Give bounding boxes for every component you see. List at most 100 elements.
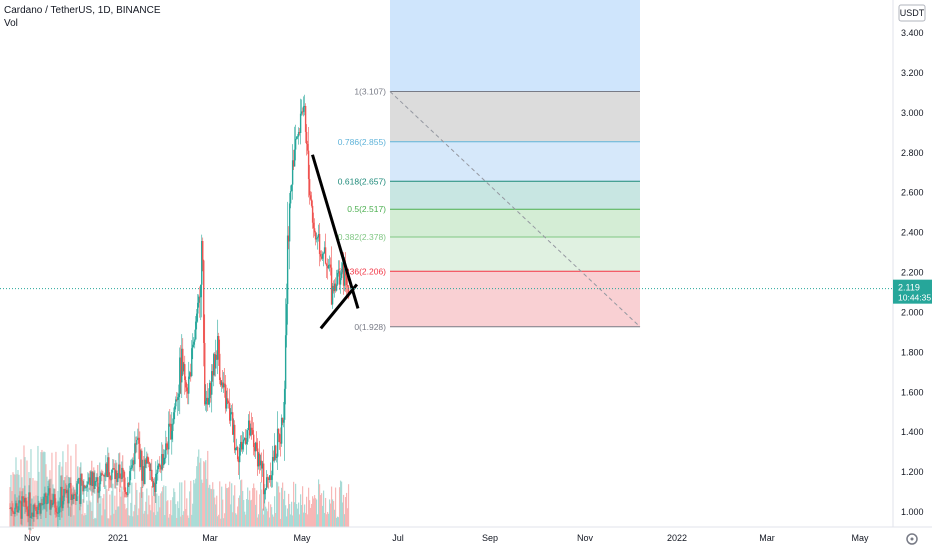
volume-bar <box>220 518 222 527</box>
candle-body <box>182 348 184 372</box>
volume-bar <box>199 462 201 527</box>
candle-body <box>162 454 164 466</box>
candle-body <box>235 447 237 451</box>
volume-bar <box>91 510 93 527</box>
volume-bar <box>269 517 271 527</box>
candle-body <box>96 477 98 481</box>
volume-bar <box>247 487 249 527</box>
candle-body <box>161 454 163 470</box>
candle-body <box>174 406 176 413</box>
volume-bar <box>123 479 125 527</box>
volume-bar <box>280 518 282 527</box>
candle-body <box>44 493 46 498</box>
volume-bar <box>340 481 343 527</box>
volume-bar <box>108 518 110 527</box>
candle-body <box>153 482 155 487</box>
volume-bar <box>158 495 160 527</box>
candle-body <box>36 510 38 515</box>
volume-bar <box>251 499 253 527</box>
volume-bar <box>137 515 139 527</box>
currency-label: USDT <box>900 8 925 18</box>
volume-bar <box>332 501 335 527</box>
candle-body <box>167 447 169 450</box>
candle-body <box>104 475 106 477</box>
volume-bar <box>275 513 277 527</box>
x-tick-label: Nov <box>24 533 41 543</box>
candle-body <box>72 494 74 500</box>
volume-bar <box>151 485 153 527</box>
candle-body <box>92 472 94 487</box>
volume-bar <box>82 499 84 527</box>
volume-bar <box>231 483 233 527</box>
y-tick-label: 1.600 <box>901 387 924 397</box>
candle-body <box>82 481 84 492</box>
x-tick-label: May <box>293 533 311 543</box>
volume-bar <box>239 495 241 527</box>
candle-body <box>81 473 83 482</box>
y-tick-label: 1.200 <box>901 467 924 477</box>
candle-body <box>160 466 162 470</box>
volume-bar <box>157 511 159 527</box>
volume-bar <box>318 484 321 527</box>
candle-body <box>55 507 57 512</box>
candle-body <box>73 494 75 500</box>
volume-bar <box>204 462 206 527</box>
volume-bar <box>203 461 205 527</box>
candle-body <box>239 441 242 448</box>
candle-body <box>87 481 89 485</box>
candle-body <box>172 423 174 431</box>
candle-body <box>221 382 223 386</box>
candle-body <box>51 500 53 506</box>
candle-body <box>68 483 70 504</box>
volume-bar <box>138 508 140 527</box>
symbol-title[interactable]: Cardano / TetherUS, 1D, BINANCE <box>4 5 161 16</box>
volume-bar <box>314 498 317 527</box>
volume-bar <box>189 491 191 527</box>
candle-body <box>284 335 287 389</box>
volume-bar <box>40 452 42 527</box>
candle-body <box>43 497 45 505</box>
volume-bar <box>342 494 345 527</box>
candle-body <box>220 380 222 386</box>
volume-bar <box>150 510 152 527</box>
candle-body <box>338 271 341 285</box>
volume-bar <box>331 499 334 527</box>
candle-body <box>309 195 312 200</box>
candle-body <box>246 430 249 442</box>
candle-body <box>157 465 159 473</box>
volume-bar <box>285 505 287 527</box>
candle-body <box>311 205 314 223</box>
candle-body <box>343 269 346 286</box>
candle-body <box>283 388 286 420</box>
bar-countdown: 10:44:35 <box>898 293 931 303</box>
gear-icon[interactable] <box>906 533 918 545</box>
volume-bar <box>335 517 338 527</box>
volume-bar <box>55 451 57 527</box>
volume-bar <box>173 488 175 527</box>
volume-bar <box>41 449 43 527</box>
volume-bar <box>192 503 194 527</box>
volume-bar <box>92 488 94 527</box>
volume-indicator-label[interactable]: Vol <box>4 18 18 29</box>
candle-body <box>233 424 235 435</box>
volume-bar <box>261 489 263 527</box>
candle-body <box>21 496 23 519</box>
volume-bar <box>71 488 73 527</box>
volume-bar <box>67 444 69 527</box>
volume-bar <box>183 511 185 527</box>
volume-bar <box>74 489 76 527</box>
volume-bar <box>308 487 310 527</box>
volume-bar <box>153 512 155 527</box>
candle-body <box>109 475 111 480</box>
candle-body <box>208 398 210 405</box>
candle-body <box>335 284 338 291</box>
candle-body <box>333 283 336 292</box>
candle-body <box>295 136 298 139</box>
volume-bar <box>320 493 323 527</box>
volume-bar <box>89 500 91 527</box>
candle-body <box>280 417 283 444</box>
candle-body <box>312 222 315 229</box>
volume-bar <box>291 501 293 527</box>
candle-body <box>267 478 270 481</box>
